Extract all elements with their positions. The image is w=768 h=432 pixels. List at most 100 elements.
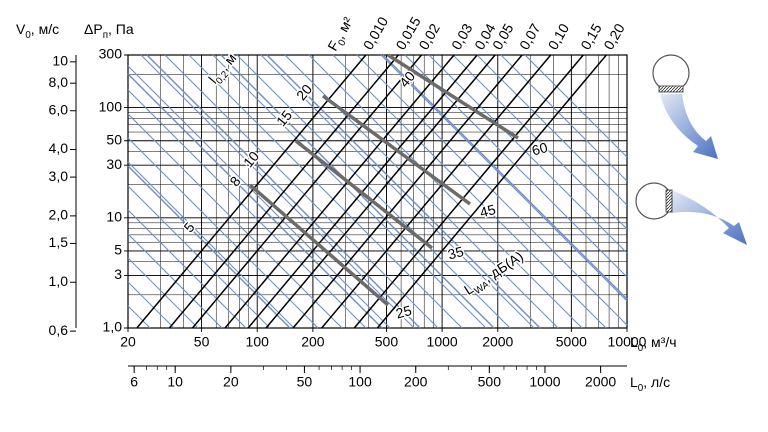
- throw-guide: [236, 54, 511, 329]
- noise-line: [248, 183, 390, 307]
- throw-guide: [308, 54, 583, 329]
- y-tick-label: 50: [106, 131, 122, 147]
- lines: [127, 53, 628, 329]
- x2-tick-label: 1000: [529, 374, 560, 390]
- f0-line: [136, 54, 367, 329]
- diffuser-icon-ceiling: [652, 54, 718, 159]
- v-tick-label: 0,6: [49, 322, 69, 338]
- x-tick-label: 200: [301, 334, 325, 350]
- x-tick-label: 50: [194, 334, 210, 350]
- f0-line: [353, 54, 584, 329]
- y-tick-label: 300: [99, 46, 123, 62]
- f0-line: [376, 54, 607, 329]
- throw-guide: [127, 305, 151, 329]
- axis-title: l0,2, м: [205, 50, 243, 89]
- x-tick-label: 500: [375, 334, 399, 350]
- y-tick-label: 30: [106, 156, 122, 172]
- label-rest: , дБ(A): [480, 248, 525, 285]
- axis-title: L0, л/с: [630, 374, 670, 394]
- label-sub: 0: [25, 30, 31, 41]
- x-tick-label: 5000: [556, 334, 587, 350]
- throw-guide: [127, 137, 319, 329]
- label-sub: 0: [638, 343, 644, 354]
- axis-title: V0, м/с: [16, 21, 59, 41]
- x-tick-label: 2000: [482, 334, 513, 350]
- f0-label: 0,10: [545, 21, 573, 53]
- f0-label: 0,05: [489, 21, 517, 53]
- throw-guide: [127, 65, 391, 329]
- x-tick-label: 100: [246, 334, 270, 350]
- throw-guide: [140, 54, 415, 329]
- f0-label: 0,07: [516, 21, 544, 53]
- throw-line: [127, 73, 383, 329]
- throw-guide: [127, 281, 175, 329]
- v-tick-label: 6,0: [49, 101, 69, 117]
- throw-guide: [500, 54, 628, 182]
- throw-line: [382, 54, 628, 300]
- label-rest: , Па: [108, 21, 134, 37]
- f0-line: [168, 54, 399, 329]
- y-tick-label: 1,0: [103, 319, 123, 335]
- f0-label: 0,010: [360, 14, 391, 53]
- throw-guide: [127, 89, 367, 329]
- label-main: ΔP: [84, 21, 103, 37]
- v-tick-label: 1,5: [49, 234, 69, 250]
- x2-tick-label: 200: [404, 374, 428, 390]
- grille: [658, 85, 684, 93]
- noise-label: 35: [446, 243, 465, 263]
- throw-guide: [127, 185, 271, 329]
- y-tick-label: 5: [114, 242, 122, 258]
- label-main: V: [16, 21, 26, 37]
- x-tick-label: 20: [120, 334, 136, 350]
- axis-title: F0, м²: [324, 14, 360, 56]
- diffuser: [652, 54, 690, 92]
- throw-guide: [404, 54, 628, 278]
- axis-title: L0, м³/ч: [630, 334, 677, 354]
- throw-guide: [127, 257, 199, 329]
- throw-guide: [452, 54, 628, 230]
- f0-label: 0,03: [448, 21, 476, 53]
- noise-line: [294, 139, 434, 250]
- y-tick-label: 10: [106, 208, 122, 224]
- throw-guide: [188, 54, 463, 329]
- noise-line: [321, 94, 472, 206]
- f0-line: [292, 54, 523, 329]
- f0-label: 0,15: [577, 21, 605, 53]
- label-sub: 0: [336, 37, 349, 48]
- x2-tick-label: 500: [478, 374, 502, 390]
- diffuser-icon-wall: [635, 182, 747, 245]
- label-rest: , м³/ч: [643, 334, 676, 350]
- label-sub: 0: [638, 383, 644, 394]
- v-tick-label: 4,0: [49, 140, 69, 156]
- noise-line: [387, 53, 519, 140]
- throw-guide: [356, 54, 628, 326]
- grille: [665, 189, 673, 213]
- throw-guide: [260, 54, 535, 329]
- label-sub: п: [103, 30, 108, 41]
- f0-line: [191, 54, 423, 329]
- throw-line: [266, 54, 541, 329]
- jet-arrow: [660, 94, 718, 159]
- label-rest: , м²: [331, 14, 356, 41]
- noise-label: 25: [394, 302, 413, 322]
- x2-tick-label: 100: [348, 374, 372, 390]
- x2-tick-label: 50: [297, 374, 313, 390]
- noise-label: 45: [478, 201, 497, 221]
- throw-guide: [524, 54, 628, 158]
- f0-line: [224, 54, 455, 329]
- throw-guide: [127, 161, 295, 329]
- label-main: L: [630, 374, 638, 390]
- y-tick-label: 100: [99, 98, 123, 114]
- jet-arrow: [672, 190, 747, 245]
- v-tick-label: 1,0: [49, 273, 69, 289]
- v-tick-label: 8,0: [49, 74, 69, 90]
- axis-title: ΔPп, Па: [84, 21, 134, 41]
- x-tick-label: 1000: [427, 334, 458, 350]
- x-tick-label: 10000: [608, 334, 647, 350]
- v-tick-label: 3,0: [49, 168, 69, 184]
- x2-tick-label: 20: [223, 374, 239, 390]
- noise-label: 60: [530, 139, 549, 159]
- v-tick-label: 2,0: [49, 207, 69, 223]
- label-rest: , л/с: [643, 374, 670, 390]
